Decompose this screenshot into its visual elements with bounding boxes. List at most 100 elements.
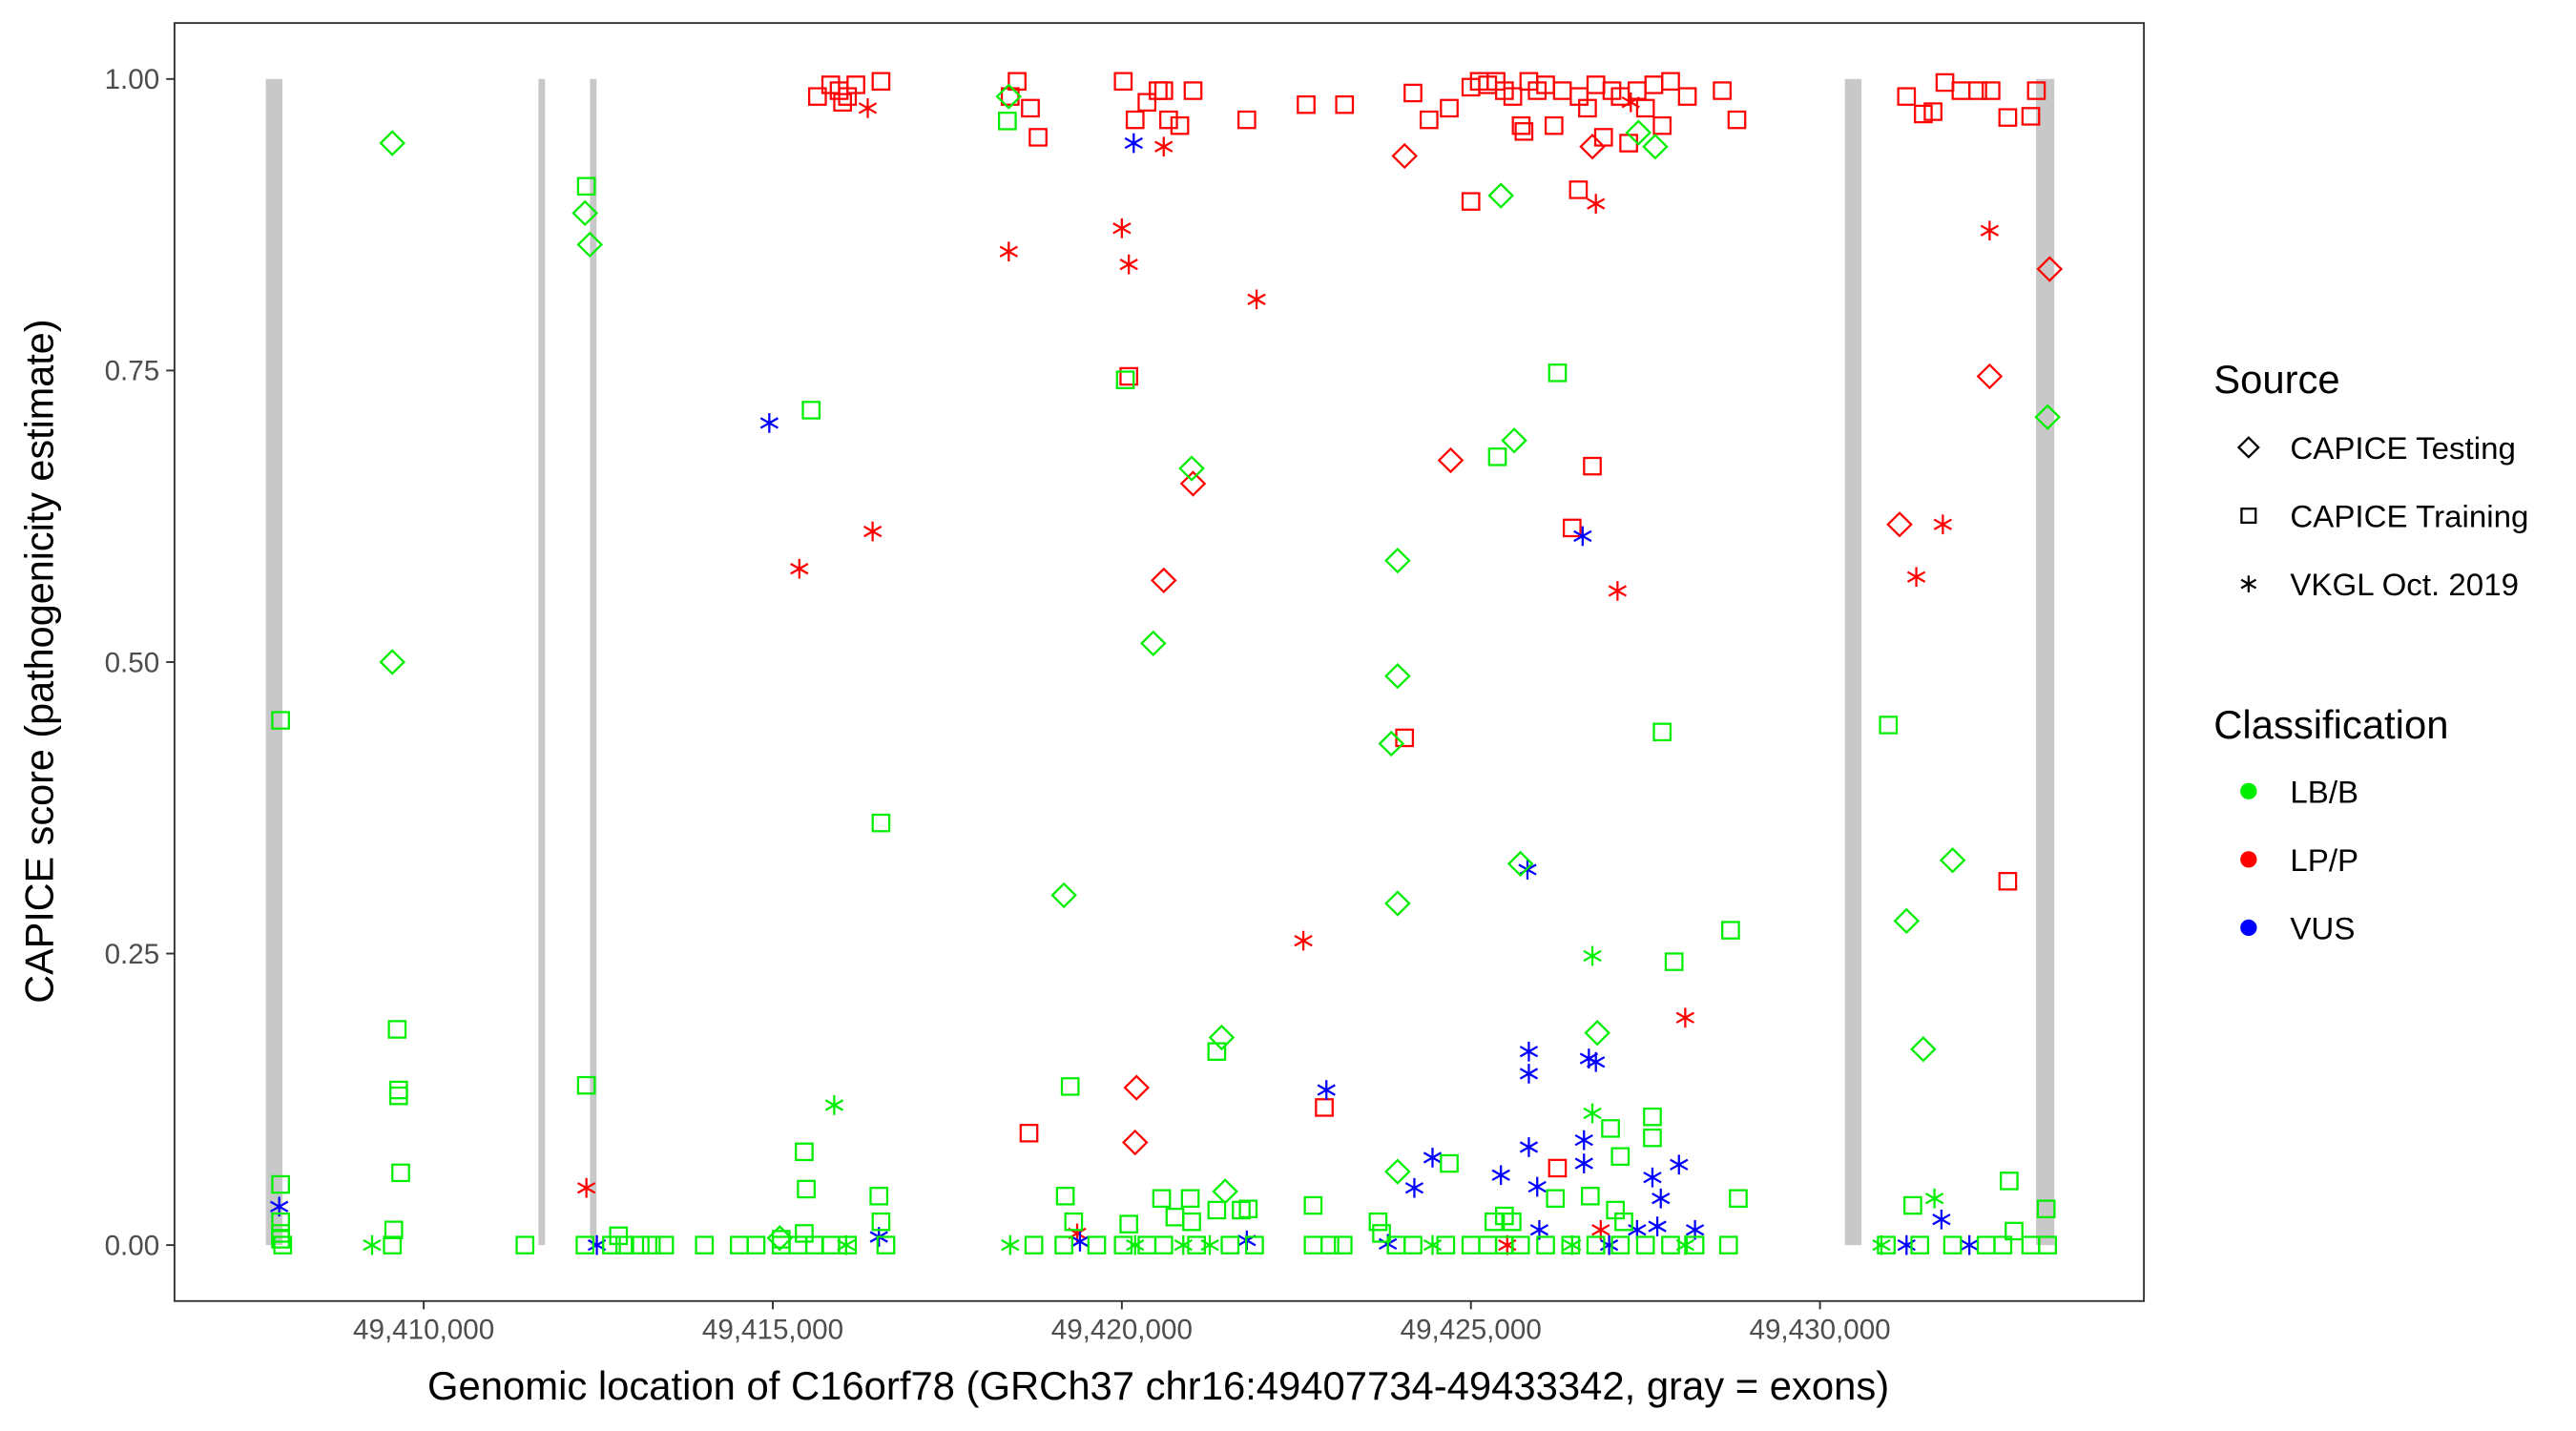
point-diamond-lb-b	[576, 231, 604, 259]
point-diamond-lb-b	[2034, 404, 2061, 430]
point-asterisk-lb-b	[1872, 1234, 1891, 1255]
legend-dot-icon	[2240, 919, 2257, 937]
point-diamond-lp-p	[1886, 511, 1913, 538]
point-square-lb-b	[1993, 1235, 2013, 1255]
point-square-lb-b	[631, 1235, 650, 1255]
point-square-lp-p	[1661, 72, 1680, 91]
point-square-lb-b	[1614, 1212, 1633, 1232]
point-diamond-lb-b	[571, 199, 598, 227]
point-square-lb-b	[1610, 1235, 1631, 1255]
point-square-lb-b	[1610, 1147, 1631, 1166]
point-square-lp-p	[1236, 110, 1257, 130]
point-asterisk-lp-p	[1608, 581, 1628, 601]
y-tick-label: 1.00	[105, 64, 160, 95]
point-square-lp-p	[1028, 128, 1048, 147]
point-square-lp-p	[1511, 115, 1531, 135]
point-square-lb-b	[273, 1235, 293, 1255]
point-square-lp-p	[1544, 115, 1564, 135]
point-asterisk-lb-b	[1563, 1234, 1582, 1255]
point-square-lb-b	[2005, 1221, 2024, 1241]
point-asterisk-lp-p	[576, 1177, 596, 1198]
point-square-lb-b	[1368, 1212, 1388, 1232]
point-square-lp-p	[1677, 87, 1697, 106]
point-square-lb-b	[1664, 952, 1684, 971]
point-square-lb-b	[609, 1226, 629, 1246]
legend-source-title: Source	[2213, 357, 2339, 402]
y-tick-label: 0.00	[105, 1231, 160, 1262]
point-square-lb-b	[1333, 1235, 1353, 1255]
point-asterisk-vus	[1519, 1137, 1539, 1157]
point-square-lp-p	[1727, 110, 1747, 130]
point-asterisk-lp-p	[1154, 136, 1174, 157]
point-square-lb-b	[1548, 363, 1568, 383]
legend-asterisk-icon	[2240, 575, 2257, 592]
point-diamond-lb-b	[1384, 662, 1411, 690]
point-square-lb-b	[1119, 1214, 1139, 1234]
point-square-lp-p	[1419, 110, 1439, 130]
point-asterisk-lp-p	[1675, 1007, 1695, 1028]
point-diamond-lb-b	[1384, 1158, 1411, 1185]
point-square-lb-b	[1536, 1235, 1555, 1255]
point-square-lb-b	[1087, 1235, 1107, 1255]
point-square-lb-b	[1403, 1235, 1423, 1255]
point-asterisk-lb-b	[1200, 1234, 1219, 1255]
point-asterisk-vus	[1932, 1209, 1951, 1230]
point-square-lb-b	[615, 1235, 634, 1255]
point-asterisk-lp-p	[1621, 92, 1640, 113]
point-square-lp-p	[807, 87, 827, 106]
point-square-lb-b	[384, 1220, 404, 1239]
point-asterisk-vus	[1574, 1130, 1593, 1151]
point-diamond-lp-p	[1976, 363, 2004, 390]
point-diamond-lb-b	[1501, 427, 1527, 454]
point-square-lp-p	[1503, 87, 1523, 106]
point-square-lp-p	[1713, 81, 1732, 100]
point-diamond-lp-p	[1150, 567, 1177, 594]
point-square-lb-b	[271, 711, 290, 730]
point-square-lp-p	[1562, 518, 1582, 538]
point-square-lb-b	[1561, 1235, 1581, 1255]
point-diamond-lb-b	[1625, 119, 1652, 146]
point-square-lb-b	[1207, 1200, 1227, 1220]
point-square-lb-b	[1510, 1235, 1530, 1255]
point-square-lb-b	[1942, 1235, 1963, 1255]
point-square-lb-b	[1064, 1212, 1084, 1232]
point-diamond-lp-p	[1579, 134, 1606, 160]
y-axis: 0.00 0.25 0.50 0.75 1.00	[105, 64, 175, 1261]
point-square-lb-b	[271, 1212, 290, 1232]
legend-class-label: VUS	[2290, 911, 2355, 946]
point-square-lb-b	[1879, 716, 1899, 735]
point-square-lb-b	[1320, 1235, 1340, 1255]
legend: Source CAPICE Testing CAPICE Training VKGL…	[2213, 357, 2528, 945]
point-diamond-lb-b	[379, 649, 405, 675]
point-square-lp-p	[1440, 98, 1459, 118]
point-square-lb-b	[1635, 1235, 1655, 1255]
point-diamond-lb-b	[1178, 455, 1205, 482]
point-square-lb-b	[2038, 1235, 2057, 1255]
point-diamond-lb-b	[1910, 1036, 1937, 1063]
point-asterisk-vus	[759, 413, 779, 433]
x-tick-label: 49,410,000	[353, 1315, 494, 1346]
point-asterisk-vus	[1519, 1041, 1539, 1062]
exon-band	[1844, 78, 1862, 1246]
point-square-lb-b	[1436, 1235, 1456, 1255]
point-square-lp-p	[846, 75, 865, 94]
exon-band	[2036, 78, 2055, 1246]
point-square-lb-b	[795, 1224, 814, 1243]
legend-source-label: CAPICE Testing	[2290, 430, 2516, 466]
point-asterisk-lp-p	[999, 241, 1018, 262]
point-square-lb-b	[795, 1142, 814, 1162]
x-tick-label: 49,430,000	[1749, 1315, 1890, 1346]
point-diamond-lp-p	[1391, 142, 1418, 170]
point-asterisk-lb-b	[837, 1234, 856, 1255]
point-square-lp-p	[1914, 104, 1933, 124]
point-square-lb-b	[1487, 447, 1507, 467]
point-asterisk-vus	[1404, 1177, 1424, 1198]
x-axis-title: Genomic location of C16orf78 (GRCh37 chr…	[427, 1363, 1889, 1408]
point-asterisk-lp-p	[1294, 930, 1313, 951]
point-square-lb-b	[1718, 1235, 1738, 1255]
point-diamond-lp-p	[1179, 470, 1207, 497]
point-square-lb-b	[1652, 722, 1672, 742]
point-diamond-lp-p	[1123, 1074, 1151, 1101]
point-square-lb-b	[1153, 1235, 1174, 1255]
exon-bands	[265, 78, 2055, 1246]
